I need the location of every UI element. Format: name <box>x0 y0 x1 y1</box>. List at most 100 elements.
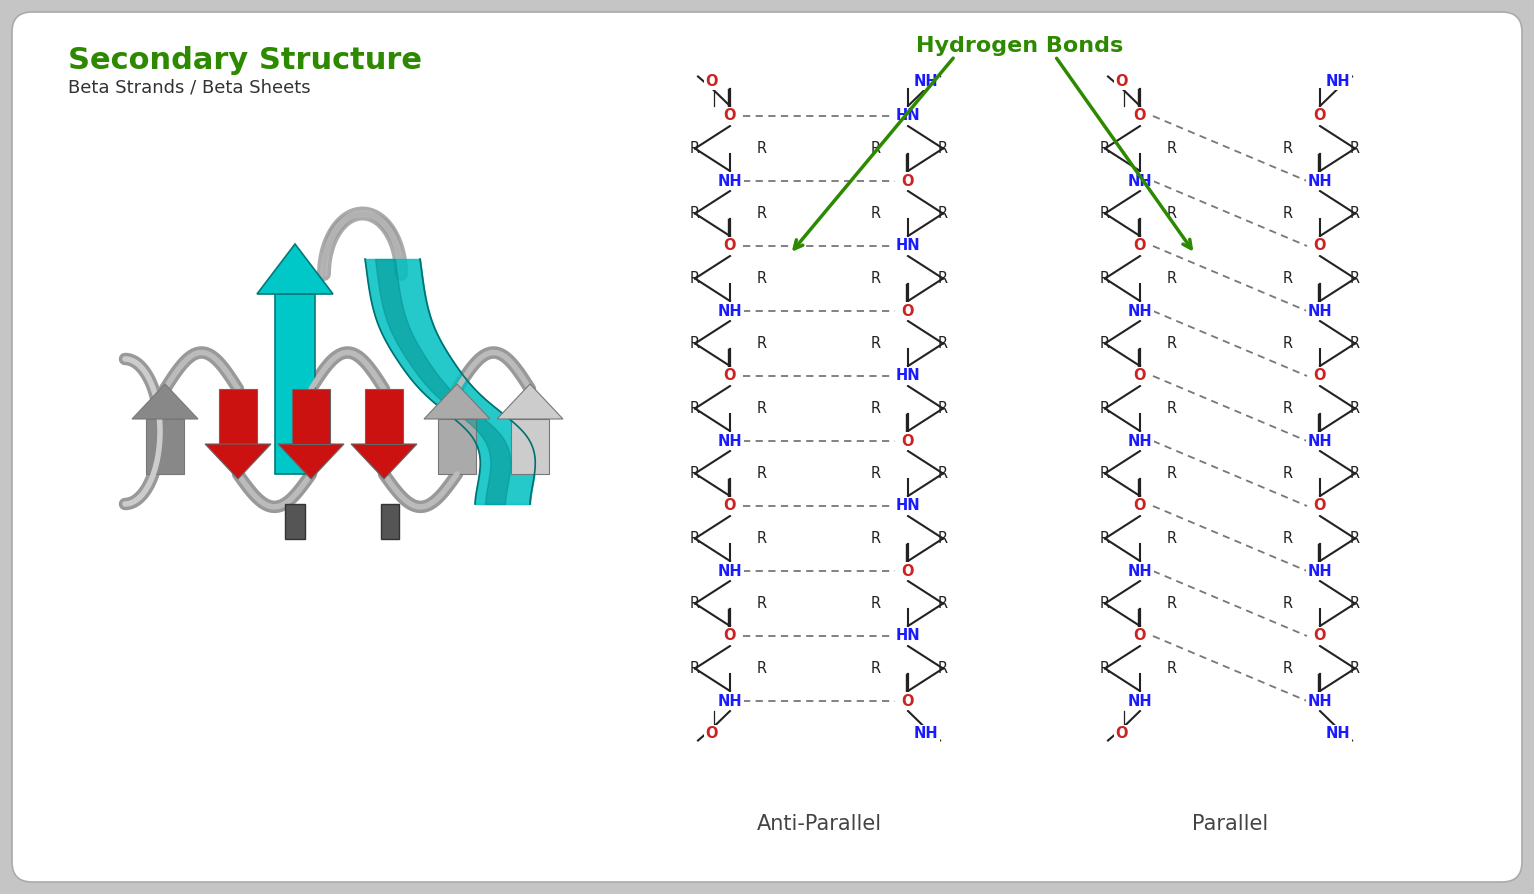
Text: R: R <box>1167 466 1177 481</box>
Text: O: O <box>902 434 914 449</box>
Text: O: O <box>1134 628 1146 644</box>
Text: R: R <box>1350 336 1361 351</box>
Text: Hydrogen Bonds: Hydrogen Bonds <box>916 36 1123 56</box>
Polygon shape <box>365 389 403 444</box>
Text: R: R <box>1167 336 1177 351</box>
Polygon shape <box>285 504 305 539</box>
Text: R: R <box>1350 271 1361 286</box>
Text: NH: NH <box>1127 694 1152 709</box>
Polygon shape <box>132 384 198 419</box>
Text: O: O <box>724 239 736 254</box>
Text: NH: NH <box>1127 303 1152 318</box>
Text: R: R <box>690 206 700 221</box>
Text: R: R <box>690 271 700 286</box>
Text: R: R <box>871 336 881 351</box>
Text: O: O <box>1313 368 1327 384</box>
Text: NH: NH <box>1307 434 1333 449</box>
Text: O: O <box>724 499 736 513</box>
Text: O: O <box>1134 368 1146 384</box>
Polygon shape <box>291 389 330 444</box>
Text: R: R <box>937 271 948 286</box>
Text: Anti-Parallel: Anti-Parallel <box>756 814 882 834</box>
Text: R: R <box>1282 141 1293 156</box>
Text: O: O <box>724 108 736 123</box>
Text: R: R <box>1282 596 1293 611</box>
Text: R: R <box>937 466 948 481</box>
Text: R: R <box>1100 596 1111 611</box>
Text: NH: NH <box>914 726 939 741</box>
Text: R: R <box>756 271 767 286</box>
Text: R: R <box>756 661 767 676</box>
Text: HN: HN <box>896 499 920 513</box>
Text: R: R <box>690 401 700 416</box>
Text: R: R <box>1282 401 1293 416</box>
Text: O: O <box>1313 499 1327 513</box>
Text: NH: NH <box>1127 434 1152 449</box>
Text: R: R <box>937 531 948 546</box>
Text: R: R <box>937 206 948 221</box>
Text: R: R <box>1100 466 1111 481</box>
Text: R: R <box>756 336 767 351</box>
Text: R: R <box>1167 531 1177 546</box>
Polygon shape <box>278 444 344 479</box>
Text: O: O <box>902 173 914 189</box>
Text: NH: NH <box>718 563 742 578</box>
Text: R: R <box>1167 596 1177 611</box>
Text: R: R <box>937 141 948 156</box>
Text: O: O <box>902 563 914 578</box>
Text: Beta Strands / Beta Sheets: Beta Strands / Beta Sheets <box>67 79 310 97</box>
Text: R: R <box>871 141 881 156</box>
FancyBboxPatch shape <box>12 12 1522 882</box>
Text: O: O <box>1134 499 1146 513</box>
Text: R: R <box>1350 401 1361 416</box>
Text: R: R <box>1282 531 1293 546</box>
Text: NH: NH <box>1325 726 1350 741</box>
Text: Secondary Structure: Secondary Structure <box>67 46 422 75</box>
Text: R: R <box>937 661 948 676</box>
Polygon shape <box>497 384 563 419</box>
Polygon shape <box>439 419 476 474</box>
Polygon shape <box>275 294 314 474</box>
Text: NH: NH <box>1325 74 1350 89</box>
Text: R: R <box>1100 401 1111 416</box>
Text: R: R <box>1167 401 1177 416</box>
Text: R: R <box>1100 206 1111 221</box>
Polygon shape <box>258 244 333 294</box>
Text: R: R <box>690 596 700 611</box>
Text: R: R <box>756 596 767 611</box>
Text: R: R <box>756 466 767 481</box>
Text: O: O <box>724 368 736 384</box>
Text: NH: NH <box>1307 173 1333 189</box>
Text: O: O <box>1115 74 1127 89</box>
Text: R: R <box>871 271 881 286</box>
Text: R: R <box>937 336 948 351</box>
Text: R: R <box>1350 466 1361 481</box>
Text: NH: NH <box>1127 563 1152 578</box>
Text: R: R <box>1100 141 1111 156</box>
Text: R: R <box>1282 661 1293 676</box>
Text: R: R <box>871 661 881 676</box>
Text: R: R <box>937 401 948 416</box>
Text: R: R <box>756 531 767 546</box>
Text: NH: NH <box>1307 303 1333 318</box>
Text: NH: NH <box>914 74 939 89</box>
Text: R: R <box>871 531 881 546</box>
Text: Parallel: Parallel <box>1192 814 1269 834</box>
Text: R: R <box>1167 661 1177 676</box>
Text: R: R <box>1350 206 1361 221</box>
Text: NH: NH <box>1307 563 1333 578</box>
Text: R: R <box>871 466 881 481</box>
Text: R: R <box>1100 336 1111 351</box>
Text: NH: NH <box>1127 173 1152 189</box>
Text: NH: NH <box>718 694 742 709</box>
Text: R: R <box>1100 271 1111 286</box>
Text: O: O <box>1313 108 1327 123</box>
Text: R: R <box>690 141 700 156</box>
Text: O: O <box>706 726 718 741</box>
Polygon shape <box>146 419 184 474</box>
Polygon shape <box>511 419 549 474</box>
Text: NH: NH <box>718 303 742 318</box>
Text: R: R <box>690 466 700 481</box>
Text: NH: NH <box>1307 694 1333 709</box>
Text: R: R <box>1282 466 1293 481</box>
